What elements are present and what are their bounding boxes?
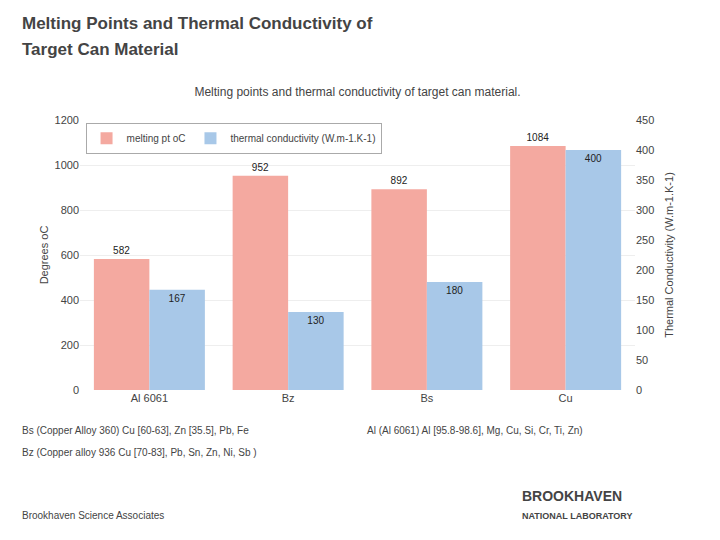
svg-text:Target Can Material: Target Can Material (22, 40, 179, 59)
svg-text:150: 150 (636, 294, 654, 306)
svg-text:Thermal Conductivity (W.m-1.K-: Thermal Conductivity (W.m-1.K-1) (663, 172, 675, 338)
svg-text:952: 952 (252, 162, 269, 173)
svg-text:Al (Al 6061) Al [95.8-98.6], M: Al (Al 6061) Al [95.8-98.6], Mg, Cu, Si,… (367, 425, 583, 436)
svg-text:1000: 1000 (55, 159, 79, 171)
svg-text:Bs: Bs (420, 392, 433, 404)
svg-text:582: 582 (113, 245, 130, 256)
svg-text:1084: 1084 (527, 132, 550, 143)
svg-text:50: 50 (636, 354, 648, 366)
svg-text:892: 892 (391, 175, 408, 186)
svg-text:Bz (Copper alloy 936 Cu [70-83: Bz (Copper alloy 936 Cu [70-83], Pb, Sn,… (22, 447, 257, 458)
svg-text:thermal conductivity (W.m-1.K-: thermal conductivity (W.m-1.K-1) (230, 133, 375, 144)
svg-text:400: 400 (61, 294, 79, 306)
svg-text:450: 450 (636, 114, 654, 126)
svg-text:Bz: Bz (282, 392, 295, 404)
svg-text:Melting points and thermal con: Melting points and thermal conductivity … (194, 85, 520, 99)
svg-text:Melting Points and Thermal Con: Melting Points and Thermal Conductivity … (22, 14, 373, 33)
svg-text:0: 0 (73, 384, 79, 396)
svg-text:800: 800 (61, 204, 79, 216)
svg-text:Cu: Cu (559, 392, 573, 404)
svg-text:BROOKHAVEN: BROOKHAVEN (522, 488, 622, 504)
svg-text:200: 200 (636, 264, 654, 276)
svg-text:600: 600 (61, 249, 79, 261)
svg-text:400: 400 (636, 144, 654, 156)
svg-text:350: 350 (636, 174, 654, 186)
svg-text:Al 6061: Al 6061 (131, 392, 168, 404)
svg-text:130: 130 (307, 315, 324, 326)
svg-text:180: 180 (446, 285, 463, 296)
svg-text:Bs (Copper Alloy 360) Cu [60-6: Bs (Copper Alloy 360) Cu [60-63], Zn [35… (22, 425, 249, 436)
svg-text:400: 400 (585, 153, 602, 164)
svg-text:Brookhaven Science Associates: Brookhaven Science Associates (22, 510, 164, 521)
svg-text:300: 300 (636, 204, 654, 216)
svg-text:250: 250 (636, 234, 654, 246)
svg-text:melting pt oC: melting pt oC (127, 133, 186, 144)
svg-text:Degrees oC: Degrees oC (38, 226, 50, 285)
svg-text:167: 167 (169, 293, 186, 304)
svg-text:200: 200 (61, 339, 79, 351)
svg-text:NATIONAL LABORATORY: NATIONAL LABORATORY (522, 511, 633, 521)
svg-text:0: 0 (636, 384, 642, 396)
svg-text:100: 100 (636, 324, 654, 336)
svg-text:1200: 1200 (55, 114, 79, 126)
